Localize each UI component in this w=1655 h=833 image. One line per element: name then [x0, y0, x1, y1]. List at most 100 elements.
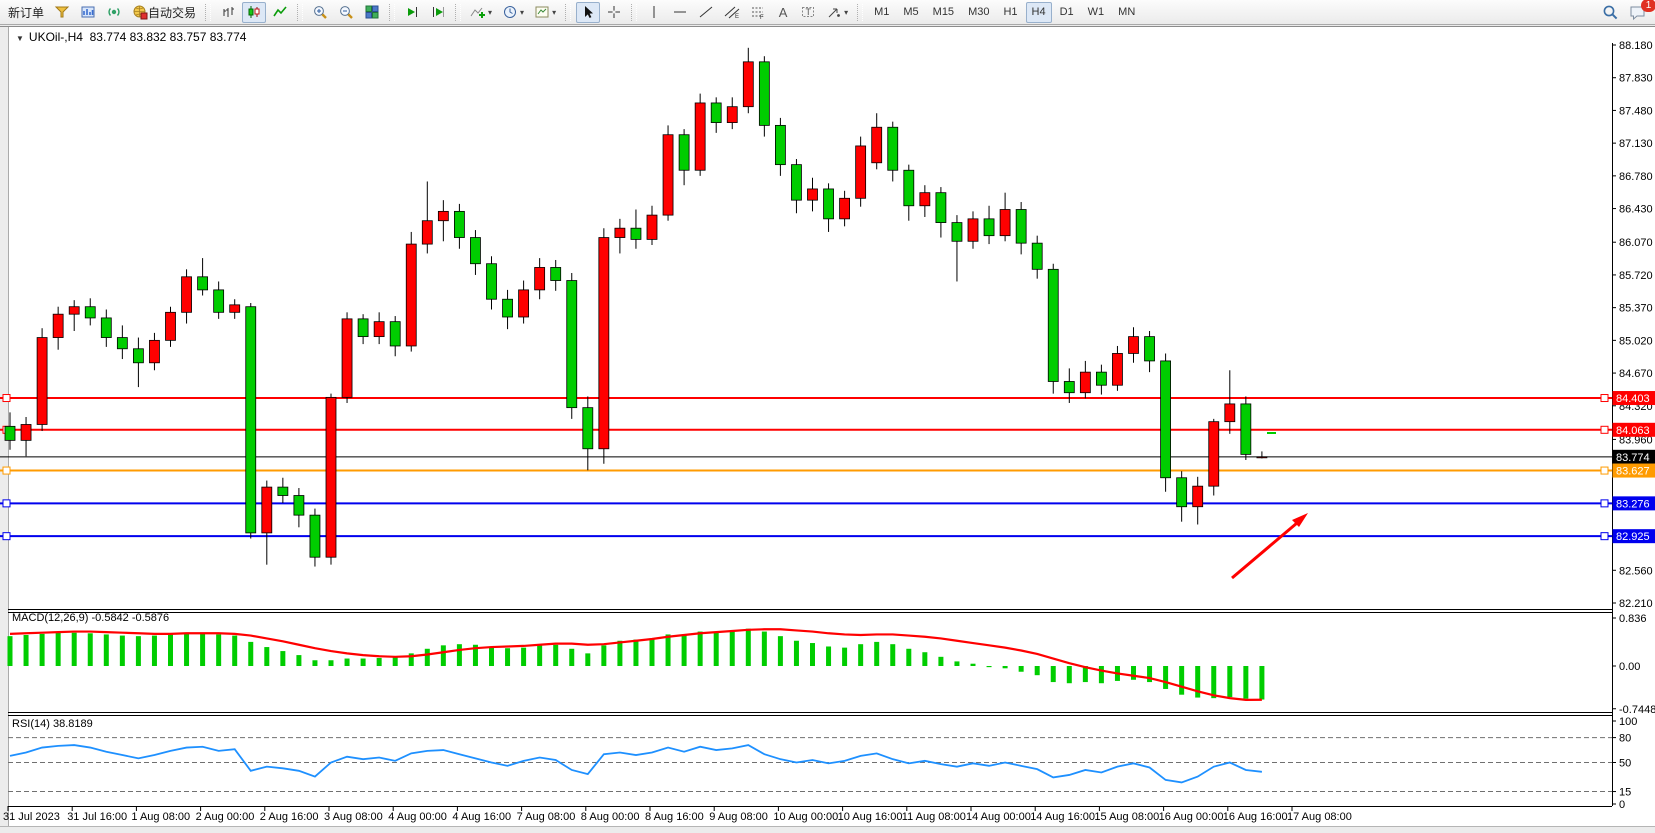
- horizontal-line-icon: [672, 4, 688, 20]
- svg-text:-0.7448: -0.7448: [1619, 704, 1655, 716]
- label-tool-button[interactable]: T: [796, 2, 820, 23]
- svg-text:85.020: 85.020: [1619, 335, 1653, 347]
- svg-text:84.670: 84.670: [1619, 368, 1653, 380]
- line-handle[interactable]: [1600, 532, 1609, 541]
- line-handle[interactable]: [2, 466, 11, 475]
- timeframe-button-d1[interactable]: D1: [1054, 2, 1080, 23]
- vertical-line-tool-button[interactable]: [642, 2, 666, 23]
- globe-icon: [132, 4, 148, 20]
- timeframe-button-h4[interactable]: H4: [1025, 1, 1052, 23]
- svg-text:100: 100: [1619, 716, 1637, 728]
- auto-trading-label: 自动交易: [148, 5, 197, 20]
- svg-text:1 Aug 08:00: 1 Aug 08:00: [131, 811, 190, 823]
- auto-trading-button[interactable]: 自动交易: [128, 2, 200, 23]
- arrows-tool-button[interactable]: ▾: [822, 2, 852, 23]
- svg-text:84.403: 84.403: [1616, 393, 1650, 405]
- svg-text:87.480: 87.480: [1619, 105, 1653, 117]
- dropdown-arrow-icon: ▾: [844, 7, 849, 17]
- svg-text:16 Aug 00:00: 16 Aug 00:00: [1159, 811, 1224, 823]
- new-order-button[interactable]: 新订单: [4, 2, 48, 23]
- templates-button[interactable]: ▾: [530, 2, 560, 23]
- svg-text:83.960: 83.960: [1619, 434, 1653, 446]
- timeframe-button-m5[interactable]: M5: [897, 2, 924, 23]
- search-button[interactable]: [1598, 2, 1623, 23]
- charts-button[interactable]: [76, 2, 100, 23]
- timeframe-button-m1[interactable]: M1: [868, 2, 895, 23]
- svg-text:F: F: [760, 15, 764, 20]
- line-handle[interactable]: [2, 499, 11, 508]
- line-handle[interactable]: [1600, 466, 1609, 475]
- line-handle[interactable]: [1600, 425, 1609, 434]
- candlestick-icon: [246, 4, 262, 20]
- svg-text:86.430: 86.430: [1619, 204, 1653, 216]
- line-handle[interactable]: [2, 394, 11, 403]
- timeframe-button-m15[interactable]: M15: [927, 2, 960, 23]
- svg-text:3 Aug 08:00: 3 Aug 08:00: [324, 811, 383, 823]
- svg-text:88.180: 88.180: [1619, 40, 1653, 52]
- svg-text:50: 50: [1619, 758, 1631, 770]
- svg-text:85.720: 85.720: [1619, 270, 1653, 282]
- line-handle[interactable]: [1600, 499, 1609, 508]
- clock-icon: [502, 4, 518, 20]
- svg-text:10 Aug 16:00: 10 Aug 16:00: [838, 811, 903, 823]
- toolbar-grip: [455, 3, 462, 21]
- svg-text:82.925: 82.925: [1616, 531, 1650, 543]
- chart-window-icon: [80, 4, 96, 20]
- channel-tool-button[interactable]: E: [720, 2, 744, 23]
- line-handle[interactable]: [2, 532, 11, 541]
- market-watch-button[interactable]: [50, 2, 74, 23]
- signal-waves-icon: [106, 4, 122, 20]
- rsi-panel: 100 80 50 150: [8, 716, 1637, 811]
- experts-button[interactable]: [102, 2, 126, 23]
- timeframe-button-mn[interactable]: MN: [1112, 2, 1141, 23]
- cursor-icon: [580, 4, 596, 20]
- notifications-button[interactable]: 1: [1625, 0, 1655, 23]
- trendline-tool-button[interactable]: [694, 2, 718, 23]
- toolbar-grip: [857, 3, 864, 21]
- timeframe-button-h1[interactable]: H1: [997, 2, 1023, 23]
- zoom-in-button[interactable]: [308, 2, 332, 23]
- chart-shift-button[interactable]: [426, 2, 450, 23]
- line-chart-type-button[interactable]: [268, 2, 292, 23]
- dropdown-arrow-icon: ▾: [488, 7, 493, 17]
- vertical-line-icon: [646, 4, 662, 20]
- toolbar: 新订单 自动交易 ▾ ▾ ▾ E F A T ▾ M1 M5 M15 M30 H1 H4 D…: [0, 0, 1655, 25]
- svg-text:4 Aug 00:00: 4 Aug 00:00: [388, 811, 447, 823]
- crosshair-tool-button[interactable]: [602, 2, 626, 23]
- periods-button[interactable]: ▾: [498, 2, 528, 23]
- funnel-icon: [54, 4, 70, 20]
- svg-text:82.210: 82.210: [1619, 598, 1653, 610]
- svg-text:E: E: [735, 14, 739, 20]
- line-handle[interactable]: [1600, 394, 1609, 403]
- timeframe-button-m30[interactable]: M30: [962, 2, 995, 23]
- indicators-button[interactable]: ▾: [466, 2, 496, 23]
- trend-arrow-annotation[interactable]: [1231, 513, 1308, 580]
- auto-scroll-button[interactable]: [400, 2, 424, 23]
- candlestick-type-button[interactable]: [242, 1, 267, 23]
- fibonacci-icon: F: [750, 4, 766, 20]
- tile-windows-button[interactable]: [360, 2, 384, 23]
- text-tool-button[interactable]: A: [772, 2, 794, 23]
- toolbar-grip: [297, 3, 304, 21]
- svg-text:2 Aug 00:00: 2 Aug 00:00: [196, 811, 255, 823]
- svg-text:17 Aug 08:00: 17 Aug 08:00: [1287, 811, 1352, 823]
- cursor-tool-button[interactable]: [576, 1, 601, 23]
- horizontal-price-lines[interactable]: [0, 394, 1612, 541]
- horizontal-line-tool-button[interactable]: [668, 2, 692, 23]
- line-chart-icon: [272, 4, 288, 20]
- text-label-icon: T: [800, 4, 816, 20]
- bar-chart-type-button[interactable]: [216, 2, 240, 23]
- candles: [4, 47, 1268, 567]
- toolbar-grip: [565, 3, 572, 21]
- fibonacci-tool-button[interactable]: F: [746, 2, 770, 23]
- timeframe-button-w1[interactable]: W1: [1082, 2, 1111, 23]
- bar-chart-icon: [220, 4, 236, 20]
- svg-text:86.780: 86.780: [1619, 171, 1653, 183]
- svg-text:84.063: 84.063: [1616, 425, 1650, 437]
- svg-text:87.130: 87.130: [1619, 138, 1653, 150]
- auto-scroll-icon: [404, 4, 420, 20]
- dropdown-arrow-icon: ▾: [520, 7, 525, 17]
- crosshair-icon: [606, 4, 622, 20]
- tile-windows-icon: [364, 4, 380, 20]
- zoom-out-button[interactable]: [334, 2, 358, 23]
